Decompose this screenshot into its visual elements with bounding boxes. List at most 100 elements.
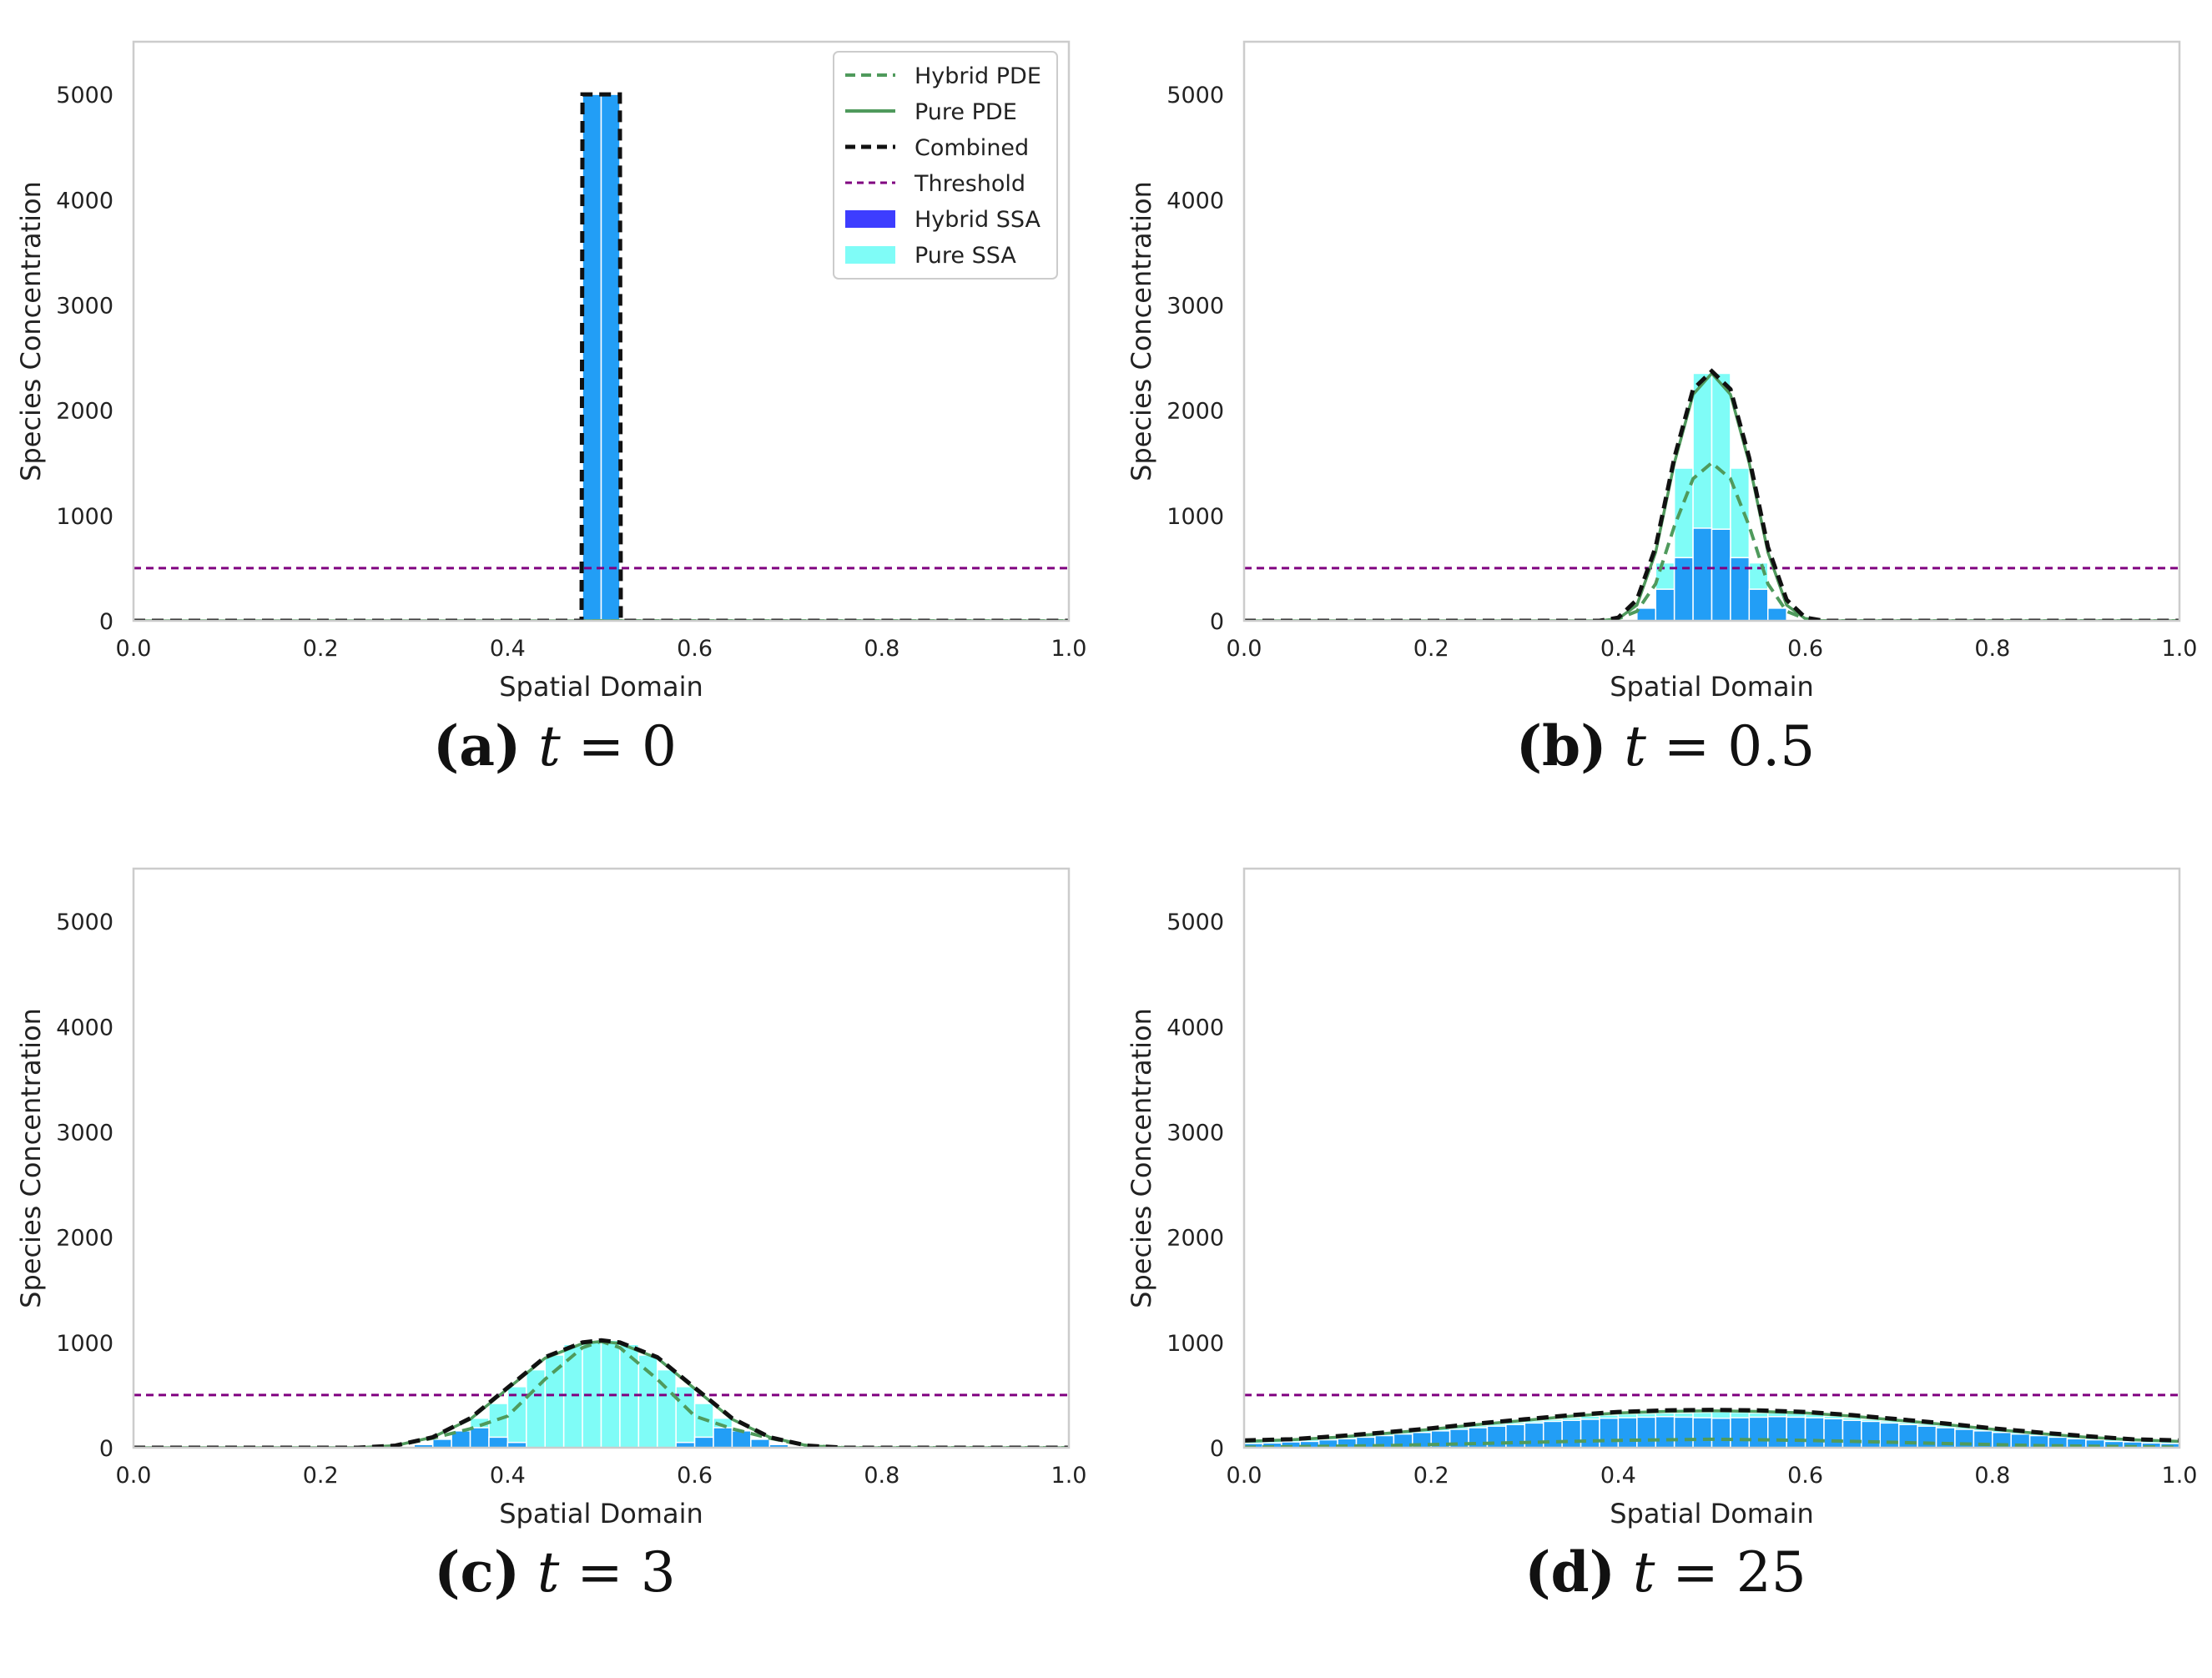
plot-area [1244,368,2179,621]
x-tick-label: 0.4 [1600,636,1636,662]
x-tick-label: 0.2 [1413,1463,1449,1489]
hybrid-ssa-bar [1748,588,1769,621]
chart-panel-a: 0.0 0.2 0.4 0.6 0.8 1.0 0 1000 2000 3000 4000 5000 S… [15,40,1086,703]
hybrid-ssa-bar [1748,1416,1769,1448]
y-axis-label: Species Concentration [1126,181,1157,481]
hybrid-ssa-bar [1692,527,1713,621]
x-tick-label: 0.2 [303,636,339,662]
x-tick-label: 1.0 [2162,636,2198,662]
hybrid-ssa-bar [1767,607,1787,621]
y-tick-label: 5000 [56,910,113,935]
hybrid-ssa-bar [1617,1417,1638,1448]
panel-caption: (b) t = 0.5 [1516,713,1815,779]
x-tick-label: 0.6 [677,636,713,662]
hybrid-ssa-bar [582,93,602,621]
hybrid-ssa-bar [1842,1419,1862,1448]
hybrid-ssa-bar [693,1436,714,1448]
y-tick-label: 4000 [56,1015,113,1041]
legend-label: Pure SSA [915,243,1016,269]
panel-caption: (d) t = 25 [1524,1539,1806,1605]
x-tick-label: 0.8 [864,636,899,662]
plot-area [1244,1393,2179,1448]
x-tick-label: 0.8 [1974,636,2010,662]
y-tick-label: 5000 [1166,910,1224,935]
hybrid-ssa-bar [768,1444,789,1448]
y-tick-label: 2000 [56,1226,113,1252]
hybrid-ssa-bar [1730,1417,1751,1448]
combined-line [1244,1408,2179,1443]
x-axis-label: Spatial Domain [499,1498,703,1529]
x-tick-label: 0.0 [116,636,152,662]
x-tick-label: 0.0 [1227,1463,1262,1489]
hybrid-ssa-bar [1804,1417,1825,1448]
y-tick-label: 2000 [1166,1226,1224,1252]
x-tick-label: 0.0 [1227,636,1262,662]
axes-frame [132,40,1071,622]
y-tick-label: 5000 [1166,83,1224,108]
hybrid-ssa-bar [1561,1419,1582,1448]
x-tick-label: 0.6 [677,1463,713,1489]
hybrid-ssa-bar [469,1427,490,1448]
legend: Hybrid PDE Pure PDE Combined Threshold Hybri… [833,51,1058,280]
legend-label: Combined [915,135,1029,161]
hybrid-ssa-bar [1542,1420,1563,1448]
caption-label: (b) [1515,713,1607,779]
legend-label: Pure PDE [915,99,1017,125]
y-tick-label: 3000 [56,293,113,319]
y-tick-label: 0 [1210,1436,1224,1462]
y-tick-label: 3000 [1166,293,1224,319]
hybrid-ssa-bar [750,1439,771,1448]
y-tick-label: 1000 [56,1331,113,1357]
x-tick-label: 0.8 [864,1463,899,1489]
caption-value: 3 [640,1540,676,1605]
y-tick-label: 0 [99,1436,113,1462]
hybrid-ssa-bar [1692,1417,1713,1448]
x-axis-label: Spatial Domain [1610,1498,1814,1529]
legend-pure-ssa-swatch [845,246,895,264]
legend-label: Threshold [914,171,1025,197]
x-tick-label: 0.2 [1413,636,1449,662]
y-tick-label: 1000 [1166,1331,1224,1357]
legend-hybrid-ssa-swatch [845,210,895,228]
hybrid-ssa-bar [713,1427,733,1448]
caption-value: 0.5 [1727,714,1816,779]
y-tick-label: 3000 [1166,1120,1224,1146]
axes-frame [1242,867,2181,1449]
combined-line [134,92,1069,621]
hybrid-ssa-bar [1767,1416,1787,1448]
y-tick-label: 3000 [56,1120,113,1146]
caption-equals: = [577,714,625,779]
hybrid-ssa-bar [1655,1416,1675,1448]
hybrid-ssa-bar [1580,1418,1600,1448]
axes-frame [132,867,1071,1449]
hybrid-ssa-bar [1673,1416,1694,1448]
hybrid-ssa-bar [1655,588,1675,621]
hybrid-ssa-bar [1711,528,1731,621]
panel-caption: (c) t = 3 [434,1539,675,1605]
pure-ssa-bar [637,1354,658,1448]
x-tick-label: 0.4 [490,1463,526,1489]
hybrid-ssa-bar [431,1439,452,1448]
y-tick-label: 0 [1210,609,1224,635]
caption-equals: = [1663,714,1711,779]
caption-equals: = [577,1540,623,1605]
plot-area [134,1338,1069,1448]
y-tick-label: 0 [99,609,113,635]
hybrid-ssa-bar [1823,1418,1844,1448]
x-tick-label: 0.6 [1787,636,1823,662]
combined-line [1244,368,2179,621]
x-tick-label: 0.4 [490,636,526,662]
chart-panel-d: 0.0 0.2 0.4 0.6 0.8 1.0 0 1000 2000 3000 4000 5000 S… [1126,867,2198,1529]
y-tick-label: 5000 [56,83,113,108]
hybrid-ssa-bar [600,93,621,621]
hybrid-ssa-bar [488,1436,509,1448]
chart-panel-c: 0.0 0.2 0.4 0.6 0.8 1.0 0 1000 2000 3000 4000 5000 S… [15,867,1086,1529]
y-axis-label: Species Concentration [15,181,47,481]
legend-label: Hybrid PDE [915,63,1041,89]
y-tick-label: 2000 [1166,399,1224,425]
caption-variable: t [537,1540,560,1605]
x-tick-label: 1.0 [2162,1463,2198,1489]
y-tick-label: 1000 [56,504,113,530]
hybrid-ssa-bar [731,1430,752,1448]
